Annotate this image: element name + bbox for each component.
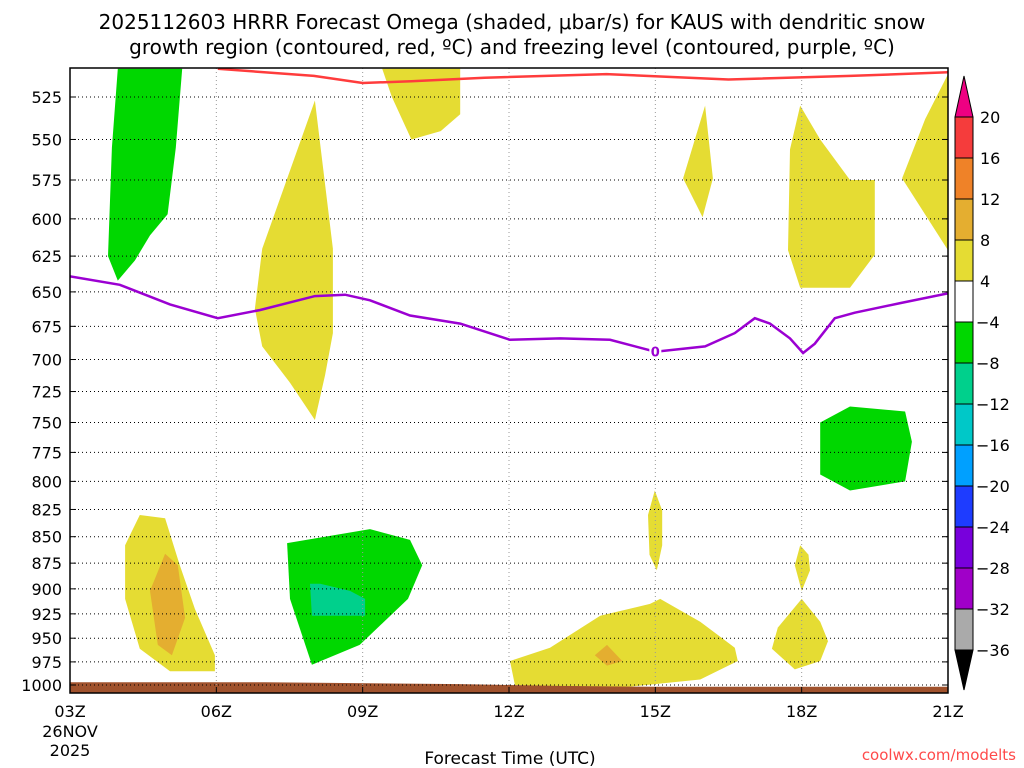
colorbar-under-triangle bbox=[954, 649, 974, 691]
colorbar-box bbox=[954, 280, 974, 323]
omega-region bbox=[788, 105, 875, 288]
x-tick-label: 15Z bbox=[640, 702, 671, 721]
omega-region bbox=[108, 68, 183, 281]
colorbar-box bbox=[954, 567, 974, 610]
colorbar-label: 20 bbox=[980, 108, 1000, 127]
plot-content: 0 bbox=[70, 68, 948, 693]
y-tick-label: 625 bbox=[31, 247, 62, 266]
colorbar-label: 16 bbox=[980, 149, 1000, 168]
y-tick-label: 1000 bbox=[21, 676, 62, 695]
y-tick-label: 850 bbox=[31, 528, 62, 547]
x-tick-label: 12Z bbox=[493, 702, 524, 721]
omega-region bbox=[150, 553, 186, 656]
y-tick-label: 700 bbox=[31, 351, 62, 370]
colorbar-box bbox=[954, 321, 974, 364]
y-tick-label: 875 bbox=[31, 554, 62, 573]
y-tick-label: 575 bbox=[31, 171, 62, 190]
y-tick-label: 900 bbox=[31, 580, 62, 599]
colorbar-box bbox=[954, 116, 974, 159]
y-tick-label: 950 bbox=[31, 629, 62, 648]
colorbar-box bbox=[954, 526, 974, 569]
omega-region bbox=[902, 74, 948, 251]
colorbar-over-triangle bbox=[954, 75, 974, 118]
y-tick-label: 600 bbox=[31, 210, 62, 229]
freezing-level-contour bbox=[70, 275, 948, 355]
colorbar-box bbox=[954, 485, 974, 528]
y-tick-label: 550 bbox=[31, 130, 62, 149]
colorbar-label: −36 bbox=[976, 641, 1010, 660]
x-tick-year: 2025 bbox=[50, 741, 91, 760]
colorbar-box bbox=[954, 608, 974, 651]
contour-label-bg bbox=[649, 343, 662, 359]
omega-region bbox=[594, 644, 623, 666]
omega-region bbox=[254, 100, 333, 420]
omega-region bbox=[794, 545, 810, 591]
colorbar-label: 4 bbox=[980, 272, 990, 291]
y-tick-label: 775 bbox=[31, 443, 62, 462]
x-tick-label: 06Z bbox=[201, 702, 232, 721]
colorbar-label: −4 bbox=[976, 313, 1000, 332]
y-tick-label: 825 bbox=[31, 500, 62, 519]
y-tick-label: 525 bbox=[31, 88, 62, 107]
colorbar: 20 16 12 8 4 −4 −8 −12 −16 −20 −24 −28 −32 −36 bbox=[954, 75, 1010, 691]
y-tick-label: 750 bbox=[31, 413, 62, 432]
x-axis-label: Forecast Time (UTC) bbox=[424, 749, 595, 768]
omega-region bbox=[771, 598, 828, 670]
colorbar-label: −12 bbox=[976, 395, 1010, 414]
colorbar-label: 8 bbox=[980, 231, 990, 250]
colorbar-box bbox=[954, 198, 974, 241]
credit-text: coolwx.com/modelts bbox=[862, 746, 1016, 764]
x-tick-label: 03Z bbox=[54, 702, 85, 721]
x-tick-label: 18Z bbox=[786, 702, 817, 721]
colorbar-box bbox=[954, 362, 974, 405]
colorbar-label: −28 bbox=[976, 559, 1010, 578]
x-tick-date: 26NOV bbox=[42, 722, 98, 741]
colorbar-label: −8 bbox=[976, 354, 1000, 373]
omega-region bbox=[510, 598, 738, 690]
omega-region bbox=[820, 406, 912, 491]
omega-region bbox=[310, 583, 366, 616]
freezing-level-label: 0 bbox=[651, 346, 660, 361]
y-tick-label: 800 bbox=[31, 472, 62, 491]
colorbar-label: −24 bbox=[976, 518, 1010, 537]
colorbar-box bbox=[954, 239, 974, 282]
y-tick-label: 925 bbox=[31, 605, 62, 624]
omega-region bbox=[683, 105, 713, 218]
y-tick-label: 725 bbox=[31, 383, 62, 402]
colorbar-label: −16 bbox=[976, 436, 1010, 455]
omega-region bbox=[648, 490, 663, 571]
axes: 525 550 575 600 625 650 675 700 725 750 775 800 825 8… bbox=[21, 67, 964, 760]
chart-title-line-2: growth region (contoured, red, ºC) and f… bbox=[129, 35, 895, 59]
colorbar-box bbox=[954, 157, 974, 200]
x-tick-label: 09Z bbox=[347, 702, 378, 721]
colorbar-label: −20 bbox=[976, 477, 1010, 496]
colorbar-label: −32 bbox=[976, 600, 1010, 619]
colorbar-box bbox=[954, 444, 974, 487]
y-tick-label: 675 bbox=[31, 317, 62, 336]
y-tick-label: 650 bbox=[31, 283, 62, 302]
plot-area: 0 bbox=[70, 68, 948, 693]
colorbar-label: 12 bbox=[980, 190, 1000, 209]
x-tick-label: 21Z bbox=[932, 702, 963, 721]
colorbar-box bbox=[954, 403, 974, 446]
dendritic-growth-contour bbox=[217, 68, 948, 85]
y-tick-label: 975 bbox=[31, 653, 62, 672]
omega-region bbox=[382, 68, 461, 140]
chart-title-line-1: 2025112603 HRRR Forecast Omega (shaded, … bbox=[99, 10, 926, 34]
